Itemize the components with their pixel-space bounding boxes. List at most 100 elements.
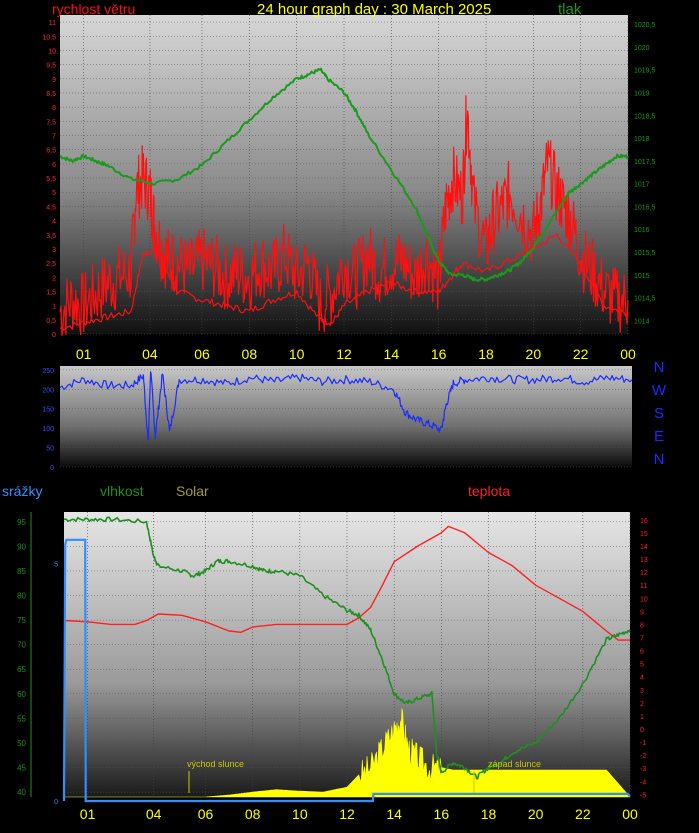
- temperature-tick-label: -4: [640, 779, 646, 786]
- temperature-tick-label: 2: [640, 701, 644, 708]
- x-tick-label: 20: [526, 346, 542, 362]
- temperature-tick-label: 3: [640, 688, 644, 695]
- pressure-line: [59, 67, 629, 282]
- x-tick-label: 01: [76, 346, 92, 362]
- x-tick-label: 04: [146, 806, 162, 822]
- temperature-tick-label: 12: [640, 570, 648, 577]
- humidity-tick-label: 45: [17, 764, 26, 773]
- pressure-tick-label: 1020,5: [634, 22, 656, 29]
- x-tick-label: 00: [620, 346, 636, 362]
- temperature-tick-label: 7: [640, 636, 644, 643]
- wind-tick-label: 8,5: [46, 91, 56, 98]
- compass-label: W: [652, 382, 667, 399]
- temperature-tick-label: 1: [640, 714, 644, 721]
- temperature-tick-label: 11: [640, 583, 647, 590]
- temperature-tick-label: 5: [640, 662, 644, 669]
- humidity-label: vlhkost: [100, 483, 144, 499]
- direction-tick-label: 50: [46, 446, 54, 453]
- rain-tick-label: 0: [54, 799, 58, 806]
- humidity-line: [63, 516, 631, 780]
- x-tick-label: 20: [528, 806, 544, 822]
- x-tick-label: 18: [478, 346, 494, 362]
- temperature-tick-label: -1: [640, 740, 646, 747]
- wind-tick-label: 4,5: [46, 204, 56, 211]
- weather-ticks: 01 04 06 08 10 12 14 16 18 20 22 004045505560657075…: [17, 512, 648, 822]
- x-tick-label: 22: [573, 346, 589, 362]
- compass-label: N: [654, 359, 665, 376]
- temperature-tick-label: -3: [640, 766, 646, 773]
- x-tick-label: 12: [339, 806, 355, 822]
- x-tick-label: 16: [431, 346, 447, 362]
- x-tick-label: 08: [245, 806, 261, 822]
- humidity-tick-label: 60: [17, 690, 26, 699]
- x-tick-label: 08: [242, 346, 258, 362]
- temperature-tick-label: 13: [640, 557, 648, 564]
- rain-label: srážky: [2, 483, 42, 499]
- wind-direction-plot-area: [60, 366, 632, 467]
- wind-tick-label: 5,5: [46, 176, 56, 183]
- temperature-label: teplota: [468, 483, 510, 499]
- x-tick-label: 06: [194, 346, 210, 362]
- x-tick-label: 00: [622, 806, 638, 822]
- temperature-tick-label: -2: [640, 753, 646, 760]
- wind-direction-series: [59, 371, 633, 441]
- pressure-tick-label: 1019: [634, 90, 650, 97]
- wind-tick-label: 9: [52, 77, 56, 84]
- pressure-tick-label: 1018,5: [634, 113, 656, 120]
- x-tick-label: 14: [386, 806, 402, 822]
- wind-tick-label: 5: [52, 190, 56, 197]
- wind-tick-label: 10: [48, 48, 56, 55]
- x-tick-label: 06: [198, 806, 214, 822]
- direction-tick-label: 150: [42, 407, 54, 414]
- wind-tick-label: 2: [52, 275, 56, 282]
- wind-tick-label: 4: [52, 219, 56, 226]
- pressure-tick-label: 1017,5: [634, 159, 656, 166]
- wind-tick-label: 8: [52, 105, 56, 112]
- wind-tick-label: 0: [52, 332, 56, 339]
- pressure-tick-label: 1014,5: [634, 296, 656, 303]
- wind-speed-line: [59, 95, 629, 337]
- pressure-tick-label: 1016: [634, 227, 650, 234]
- x-tick-label: 22: [575, 806, 591, 822]
- wind-tick-label: 0,5: [46, 318, 56, 325]
- compass-label: N: [654, 451, 665, 468]
- wind-direction-grid: [60, 369, 632, 468]
- wind-tick-label: 7: [52, 134, 56, 141]
- direction-tick-label: 200: [42, 387, 54, 394]
- wind-direction-ticks: 0 50 100 150 200 250: [42, 368, 54, 472]
- x-tick-label: 04: [142, 346, 158, 362]
- pressure-tick-label: 1018: [634, 136, 650, 143]
- wind-speed-label: rychlost větru: [52, 1, 135, 17]
- humidity-tick-label: 55: [17, 714, 26, 723]
- temperature-tick-label: 6: [640, 649, 644, 656]
- pressure-tick-label: 1019,5: [634, 68, 656, 75]
- x-tick-label: 10: [292, 806, 308, 822]
- wind-tick-label: 3: [52, 247, 56, 254]
- rain-line: [62, 538, 631, 803]
- humidity-tick-label: 90: [17, 542, 26, 551]
- wind-pressure-series: [59, 67, 629, 337]
- temperature-tick-label: 14: [640, 544, 648, 551]
- humidity-tick-label: 65: [17, 665, 26, 674]
- direction-tick-label: 250: [42, 368, 54, 375]
- x-tick-label: 01: [80, 806, 96, 822]
- wind-tick-label: 3,5: [46, 233, 56, 240]
- wind-tick-label: 11: [49, 20, 56, 27]
- humidity-tick-label: 95: [17, 518, 26, 527]
- direction-tick-label: 100: [42, 426, 54, 433]
- chart-title: 24 hour graph day : 30 March 2025: [257, 1, 491, 18]
- wind-tick-label: 1: [52, 304, 56, 311]
- x-tick-label: 14: [384, 346, 400, 362]
- pressure-tick-label: 1020: [634, 45, 650, 52]
- sunrise-annotation: východ slunce: [187, 759, 244, 769]
- wind-tick-label: 7,5: [46, 119, 56, 126]
- humidity-tick-label: 40: [17, 788, 26, 797]
- compass-label: E: [654, 428, 664, 445]
- solar-label: Solar: [176, 483, 209, 499]
- x-tick-label: 18: [481, 806, 497, 822]
- pressure-tick-label: 1014: [634, 318, 650, 325]
- wind-pressure-ticks: 01 04 06 08 10 12 14 16 18 20 22 0000,511,522,533,5…: [42, 20, 655, 362]
- compass-label: S: [654, 405, 664, 422]
- humidity-tick-label: 80: [17, 592, 26, 601]
- pressure-label: tlak: [558, 1, 582, 18]
